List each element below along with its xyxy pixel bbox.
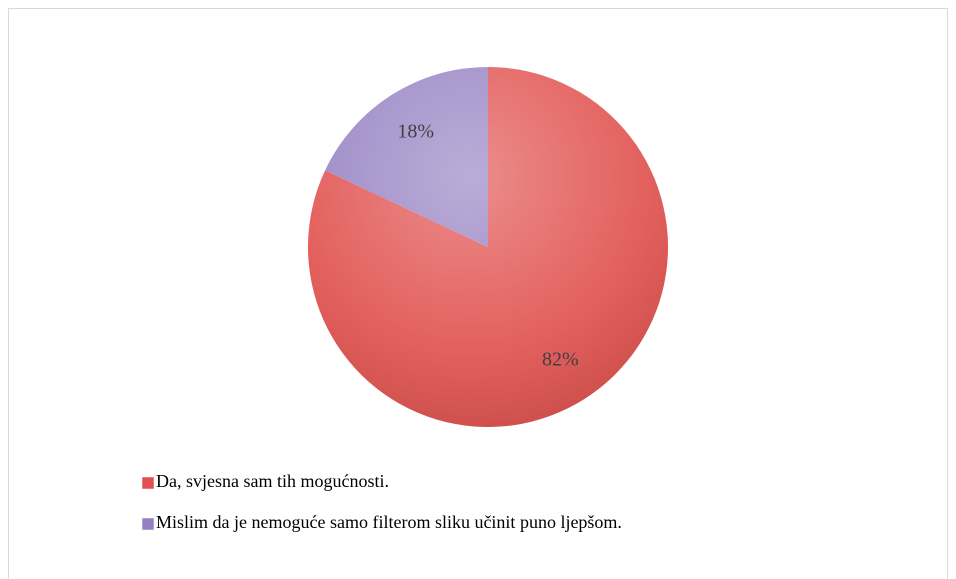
legend: Da, svjesna sam tih mogućnosti. Mislim da… xyxy=(141,471,622,532)
pie: 82% 18% xyxy=(308,67,668,427)
legend-swatch xyxy=(141,517,155,531)
legend-label: Da, svjesna sam tih mogućnosti. xyxy=(156,471,389,491)
data-label: 82% xyxy=(542,349,579,371)
legend-swatch xyxy=(141,476,155,490)
legend-label: Mislim da je nemoguće samo filterom slik… xyxy=(156,512,622,532)
data-label: 18% xyxy=(397,121,434,143)
